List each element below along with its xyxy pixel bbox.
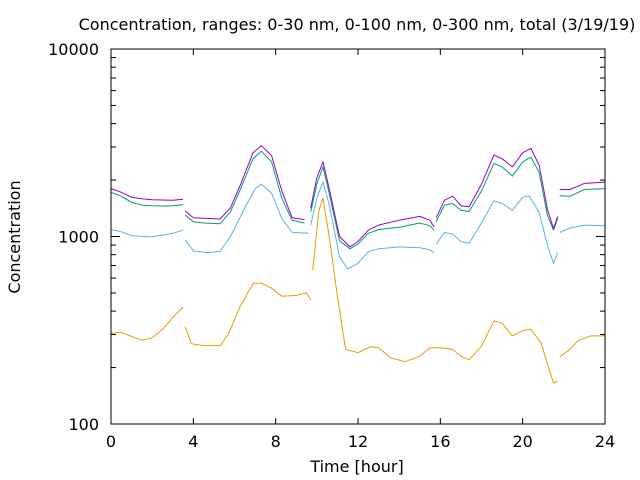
series-segment — [110, 188, 184, 201]
series-segment — [435, 147, 559, 230]
x-tick-label: 12 — [348, 432, 368, 451]
x-tick-label: 20 — [512, 432, 532, 451]
y-axis-label: Concentration — [5, 180, 24, 293]
series-segment — [310, 181, 435, 270]
chart-title: Concentration, ranges: 0-30 nm, 0-100 nm… — [79, 15, 636, 34]
x-tick-label: 4 — [188, 432, 198, 451]
series-segment — [184, 183, 309, 254]
series-segment — [435, 195, 559, 264]
x-tick-label: 0 — [106, 432, 116, 451]
series-segment — [559, 335, 605, 358]
x-tick-label: 24 — [595, 432, 615, 451]
series-segment — [110, 306, 184, 341]
series-segment — [184, 282, 312, 347]
series-segment — [435, 156, 559, 231]
series-segment — [559, 181, 606, 190]
series-segment — [312, 197, 558, 384]
axis-ticks: 0 4 8 12 16 20 24 100 1000 10000 — [48, 40, 615, 451]
x-tick-label: 16 — [430, 432, 450, 451]
series-segment — [184, 145, 305, 221]
series-line — [110, 181, 606, 270]
series-layer — [110, 145, 606, 384]
x-tick-label: 8 — [271, 432, 281, 451]
y-tick-label: 100 — [68, 415, 99, 434]
series-line — [110, 150, 606, 250]
series-segment — [559, 224, 606, 233]
y-tick-label: 10000 — [48, 40, 99, 59]
series-segment — [110, 191, 184, 207]
series-segment — [310, 166, 435, 250]
series-segment — [310, 161, 435, 248]
y-tick-label: 1000 — [58, 228, 99, 247]
series-segment — [559, 188, 606, 197]
series-segment — [184, 150, 305, 225]
series-segment — [110, 229, 184, 238]
series-line — [110, 197, 605, 384]
plot-frame — [110, 48, 606, 425]
series-line — [110, 145, 606, 248]
x-axis-label: Time [hour] — [309, 457, 403, 476]
